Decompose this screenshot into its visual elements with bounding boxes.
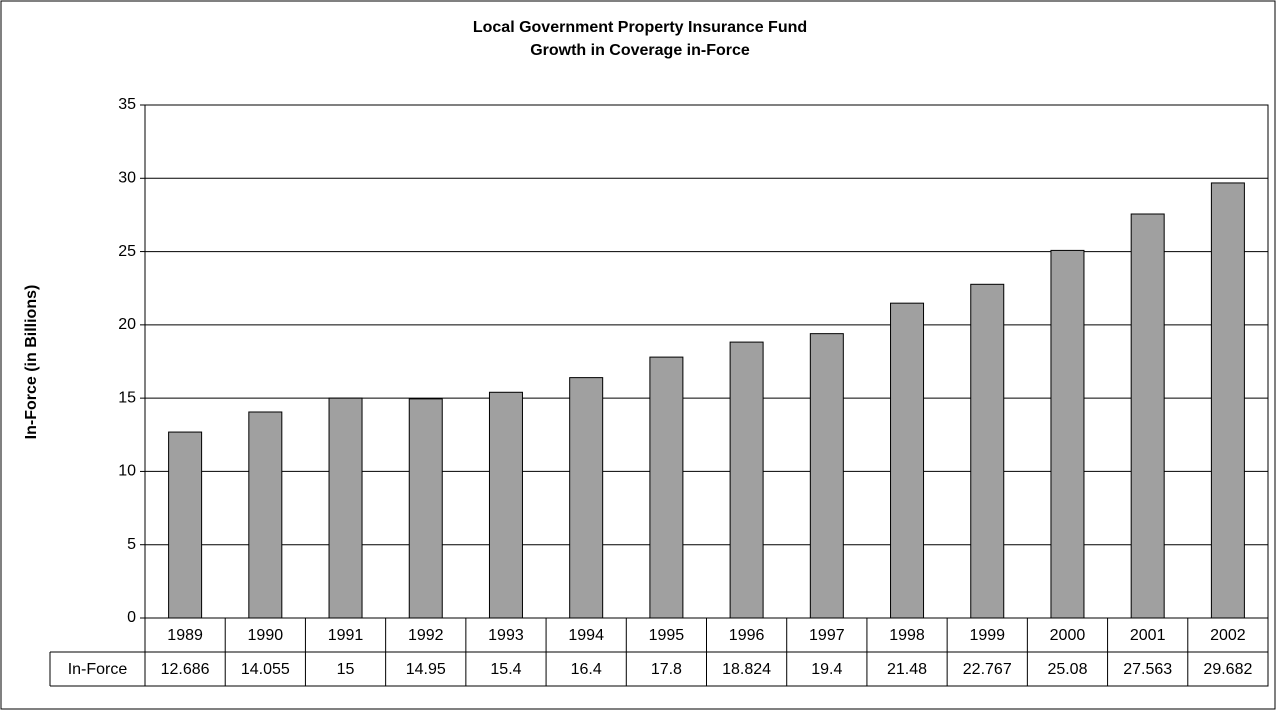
bar bbox=[1210, 182, 1245, 619]
y-tick-label: 20 bbox=[118, 316, 136, 333]
table-value: 18.824 bbox=[722, 661, 771, 678]
table-value: 15 bbox=[337, 661, 355, 678]
y-tick-label: 0 bbox=[127, 609, 136, 626]
bar bbox=[328, 397, 363, 619]
x-tick-label: 1990 bbox=[248, 627, 284, 644]
table-value: 14.055 bbox=[241, 661, 290, 678]
bar bbox=[729, 341, 764, 619]
bar bbox=[809, 333, 844, 619]
x-tick-label: 1991 bbox=[328, 627, 364, 644]
bar bbox=[248, 411, 283, 619]
bar bbox=[569, 377, 604, 619]
table-value: 14.95 bbox=[406, 661, 446, 678]
table-value: 22.767 bbox=[963, 661, 1012, 678]
bar bbox=[649, 356, 684, 619]
x-tick-label: 1992 bbox=[408, 627, 444, 644]
legend-entry: In-Force bbox=[68, 661, 128, 678]
chart-title: Local Government Property Insurance Fund bbox=[473, 19, 807, 36]
x-tick-label: 1993 bbox=[488, 627, 524, 644]
x-tick-label: 1997 bbox=[809, 627, 845, 644]
x-tick-label: 2002 bbox=[1210, 627, 1246, 644]
plot-area bbox=[144, 104, 1269, 619]
x-tick-label: 2000 bbox=[1050, 627, 1086, 644]
y-tick-label: 35 bbox=[118, 96, 136, 113]
chart-subtitle: Growth in Coverage in-Force bbox=[530, 42, 750, 59]
table-value: 19.4 bbox=[811, 661, 842, 678]
table-value: 21.48 bbox=[887, 661, 927, 678]
bar bbox=[408, 398, 443, 619]
y-tick-label: 15 bbox=[118, 389, 136, 406]
table-value: 27.563 bbox=[1123, 661, 1172, 678]
y-axis-label: In-Force (in Billions) bbox=[23, 285, 40, 440]
x-tick-label: 1994 bbox=[568, 627, 604, 644]
x-tick-label: 1999 bbox=[969, 627, 1005, 644]
y-tick-label: 5 bbox=[127, 536, 136, 553]
bar bbox=[168, 431, 203, 619]
x-tick-label: 1998 bbox=[889, 627, 925, 644]
x-tick-label: 1989 bbox=[167, 627, 203, 644]
table-value: 12.686 bbox=[161, 661, 210, 678]
table-value: 29.682 bbox=[1203, 661, 1252, 678]
table-value: 16.4 bbox=[571, 661, 602, 678]
x-tick-label: 1995 bbox=[649, 627, 685, 644]
x-tick-label: 2001 bbox=[1130, 627, 1166, 644]
table-value: 17.8 bbox=[651, 661, 682, 678]
bar bbox=[1050, 249, 1085, 619]
y-tick-label: 30 bbox=[118, 170, 136, 187]
bar bbox=[1130, 213, 1165, 619]
table-value: 25.08 bbox=[1047, 661, 1087, 678]
bar bbox=[970, 283, 1005, 619]
x-tick-label: 1996 bbox=[729, 627, 765, 644]
y-tick-label: 25 bbox=[118, 243, 136, 260]
table-value: 15.4 bbox=[490, 661, 521, 678]
bar bbox=[890, 302, 925, 619]
bar bbox=[488, 391, 523, 619]
y-tick-label: 10 bbox=[118, 463, 136, 480]
